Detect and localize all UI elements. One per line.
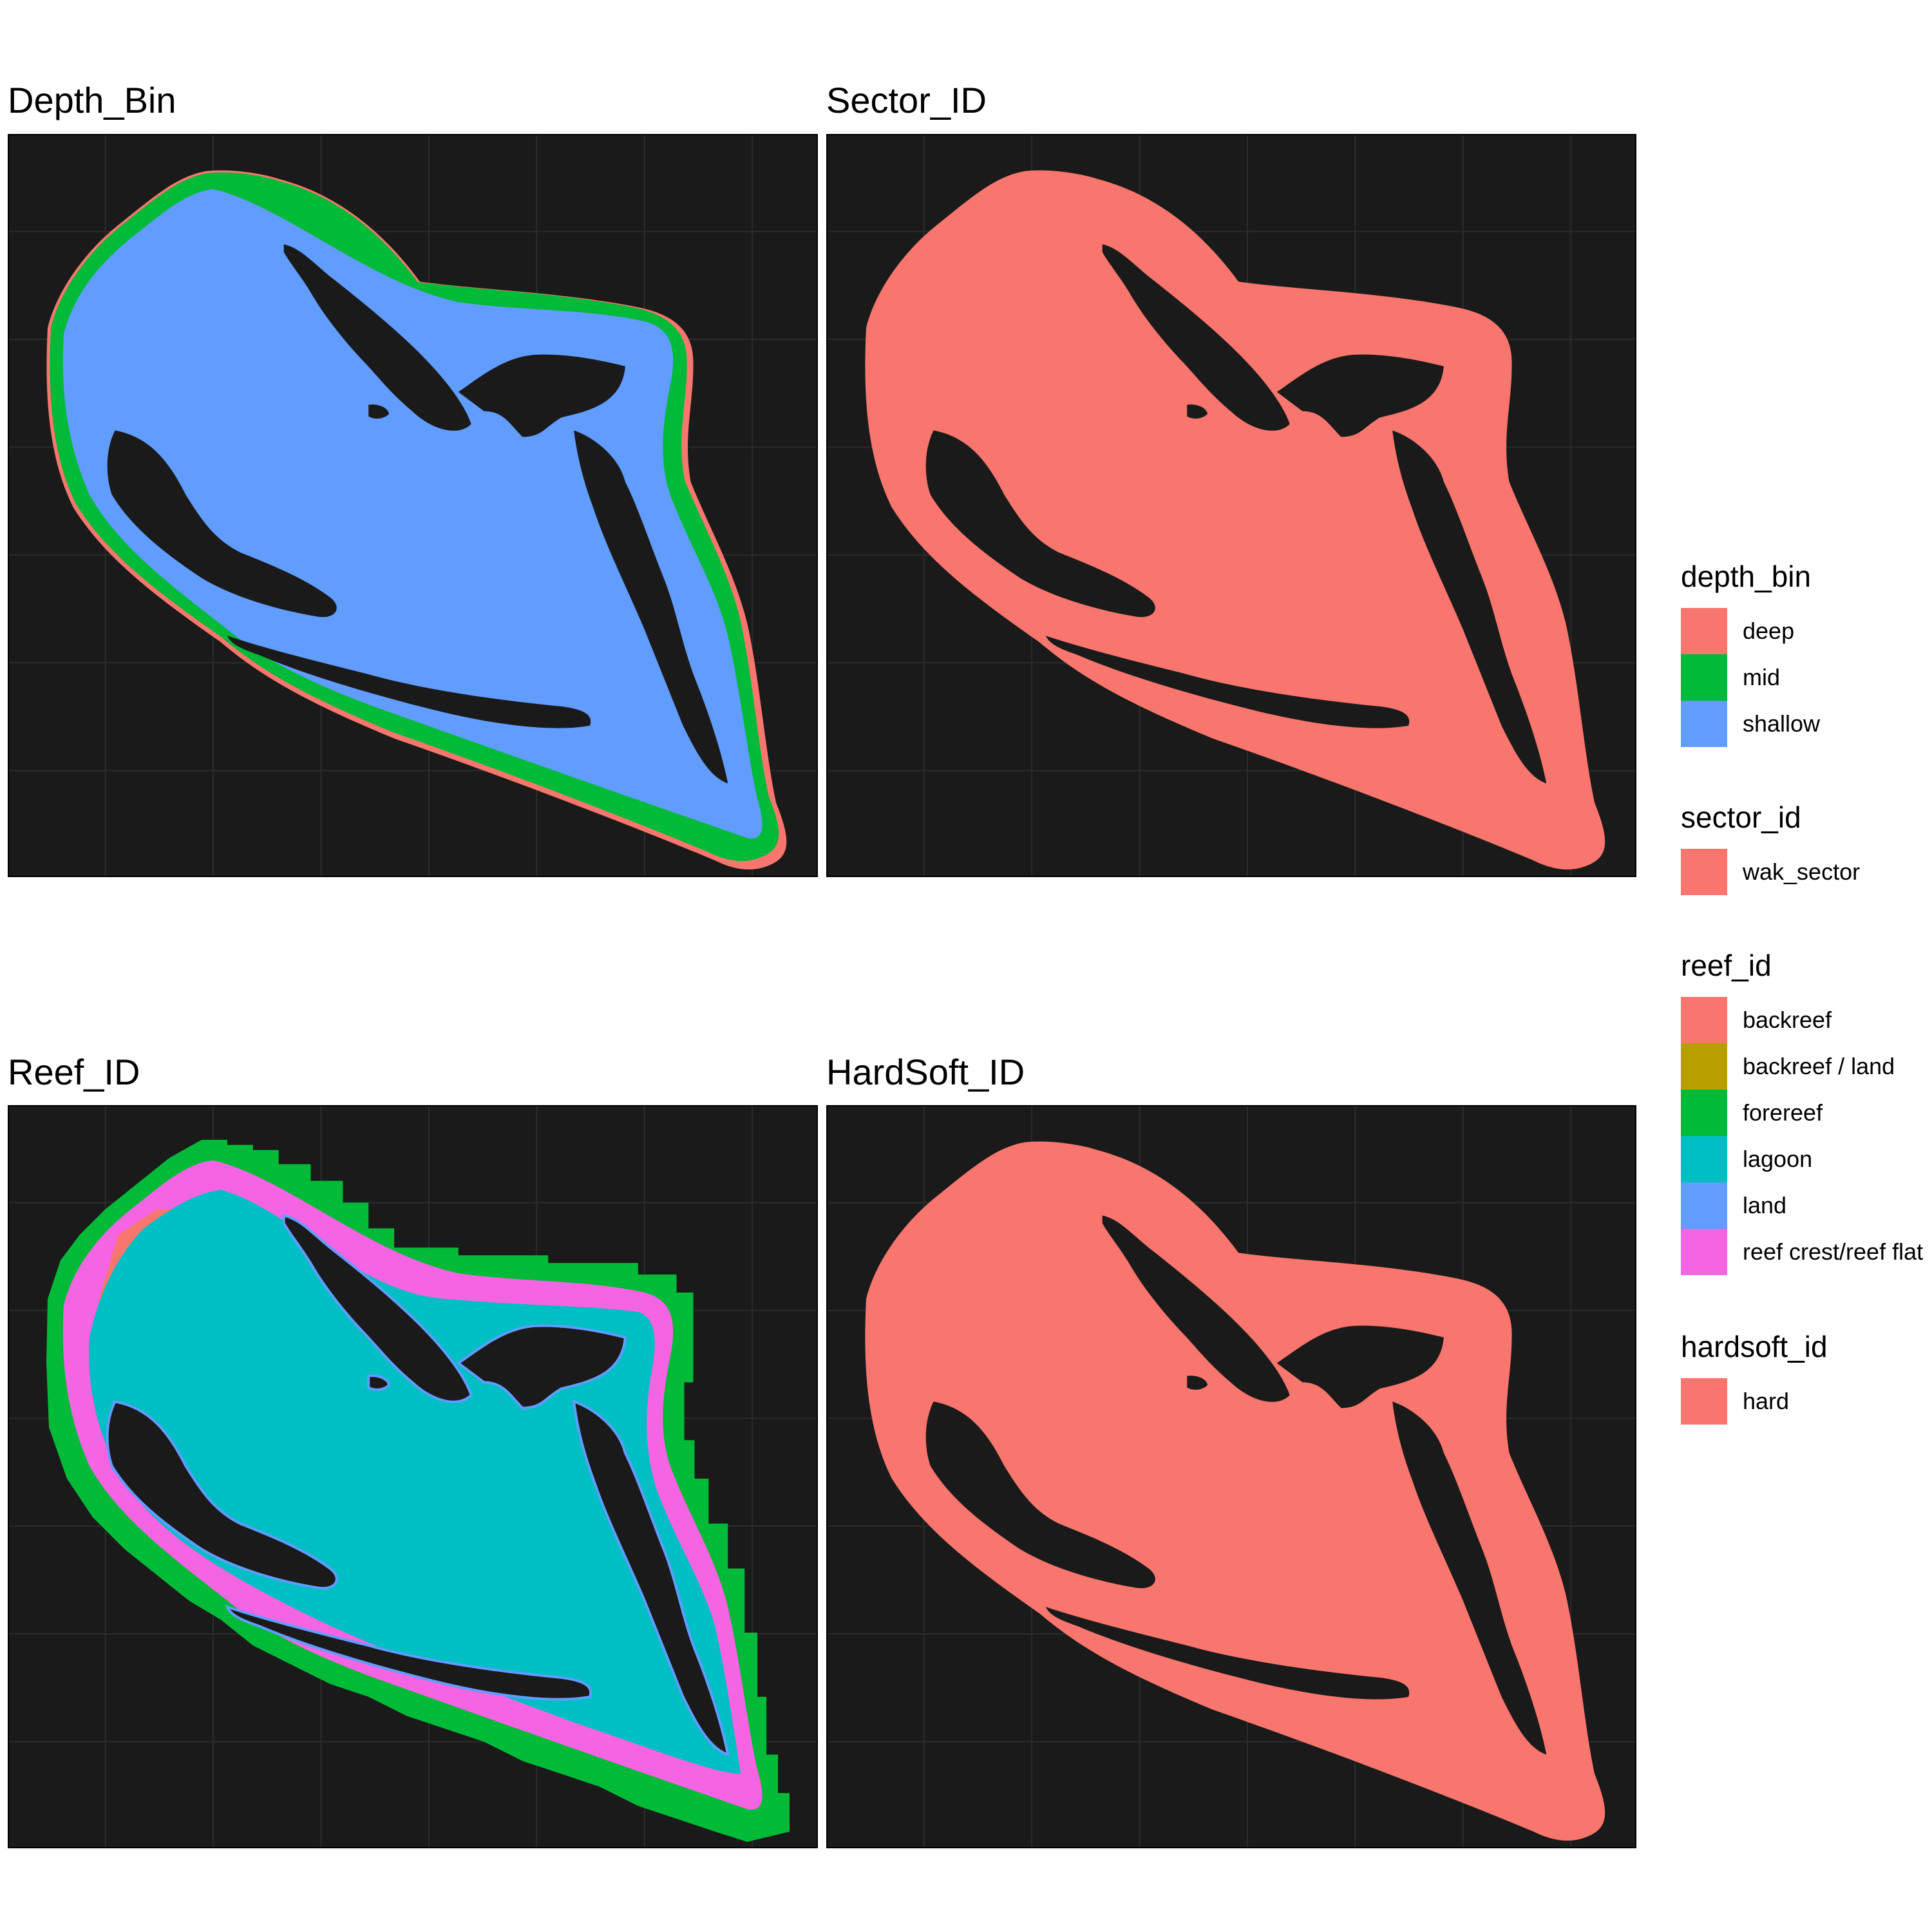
legend-swatch [1681,997,1727,1043]
island-land-5 [1392,430,1547,784]
map-reef-id [9,1106,817,1847]
legend-swatch [1681,654,1727,701]
island-land-1 [1102,1215,1290,1402]
legend-label: wak_sector [1743,858,1861,885]
legend-item-lagoon: lagoon [1681,1136,1923,1182]
legend-title: reef_id [1681,949,1772,982]
land-edge-5 [572,1399,730,1757]
island-land-2 [458,1325,625,1408]
sector-wak-sector-area [865,170,1605,870]
legend-label: reef crest/reef flat [1743,1238,1924,1265]
island-land-3 [107,430,337,618]
panel-title-depth-bin: Depth_Bin [8,80,176,120]
legend-label: shallow [1743,710,1821,737]
map-panel-hardsoft-id [826,1105,1636,1848]
legend-swatch [1681,849,1727,895]
legend-label: lagoon [1743,1146,1813,1172]
legend-label: backreef [1743,1007,1832,1033]
hardsoft-hard-area [865,1141,1605,1841]
legend-title: depth_bin [1681,560,1812,593]
legend-label: mid [1743,664,1781,690]
legend-swatch [1681,1378,1727,1425]
island-land-2 [458,354,625,437]
legend-label: backreef / land [1743,1053,1895,1079]
island-land-5 [574,1401,728,1755]
depth-shallow-area [62,189,762,838]
island-land-6 [1187,1376,1208,1390]
island-land-3 [925,1401,1155,1589]
legend-swatch [1681,1090,1727,1136]
legend-item-deep: deep [1681,608,1820,654]
legend-label: hard [1743,1388,1790,1414]
land-edge-1 [282,1213,473,1403]
map-hardsoft-id [828,1106,1635,1847]
land-edge-6 [367,1374,391,1391]
island-land-2 [1276,1325,1444,1408]
legend-item-shallow: shallow [1681,701,1820,747]
island-land-6 [368,404,390,419]
legend-label: forereef [1743,1099,1823,1126]
legend-swatch [1681,701,1727,747]
legend-item-land: land [1681,1182,1923,1229]
island-land-4 [227,636,591,728]
island-land-3 [107,1401,337,1589]
legend-title: sector_id [1681,800,1801,834]
legend-item-backreef: backreef [1681,997,1923,1043]
map-panel-reef-id [8,1105,818,1848]
land-edge-3 [106,1400,338,1590]
legend-hardsoft-id: hardsoft_id hard [1681,1332,1828,1425]
island-land-4 [1046,636,1410,728]
legend-item-forereef: forereef [1681,1090,1923,1136]
map-panel-sector-id [826,134,1636,877]
legend-swatch [1681,608,1727,654]
legend-item-reef-crest-reef-flat: reef crest/reef flat [1681,1229,1923,1275]
island-land-1 [283,1215,471,1402]
legend-item-mid: mid [1681,654,1820,701]
legend-label: land [1743,1192,1787,1218]
legend-item-hard: hard [1681,1378,1828,1425]
panel-title-hardsoft-id: HardSoft_ID [826,1052,1025,1092]
legend-title: hardsoft_id [1681,1330,1828,1363]
legend-label: deep [1743,618,1795,644]
island-land-5 [1392,1401,1547,1755]
legend-swatch [1681,1182,1727,1229]
island-land-1 [1102,244,1290,431]
legend-swatch [1681,1043,1727,1090]
legend-sector-id: sector_id wak_sector [1681,802,1860,895]
legend-swatch [1681,1136,1727,1182]
island-land-6 [1187,404,1208,419]
legend-item-wak-sector: wak_sector [1681,849,1860,895]
island-land-4 [1046,1607,1410,1700]
panel-title-sector-id: Sector_ID [826,80,987,120]
land-edge-2 [456,1324,627,1410]
land-edge-4 [225,1605,592,1701]
map-sector-id [828,135,1635,876]
map-depth-bin [9,135,817,876]
panel-title-reef-id: Reef_ID [8,1052,140,1092]
island-land-4 [227,1607,591,1700]
island-land-1 [283,244,471,431]
island-land-5 [574,430,728,784]
map-panel-depth-bin [8,134,818,877]
legend-item-backreef-land: backreef / land [1681,1043,1923,1090]
island-land-3 [925,430,1155,618]
island-land-2 [1276,354,1444,437]
legend-reef-id: reef_id backreef backreef / land foreree… [1681,951,1923,1275]
legend-depth-bin: depth_bin deep mid shallow [1681,562,1820,747]
legend-swatch [1681,1229,1727,1275]
